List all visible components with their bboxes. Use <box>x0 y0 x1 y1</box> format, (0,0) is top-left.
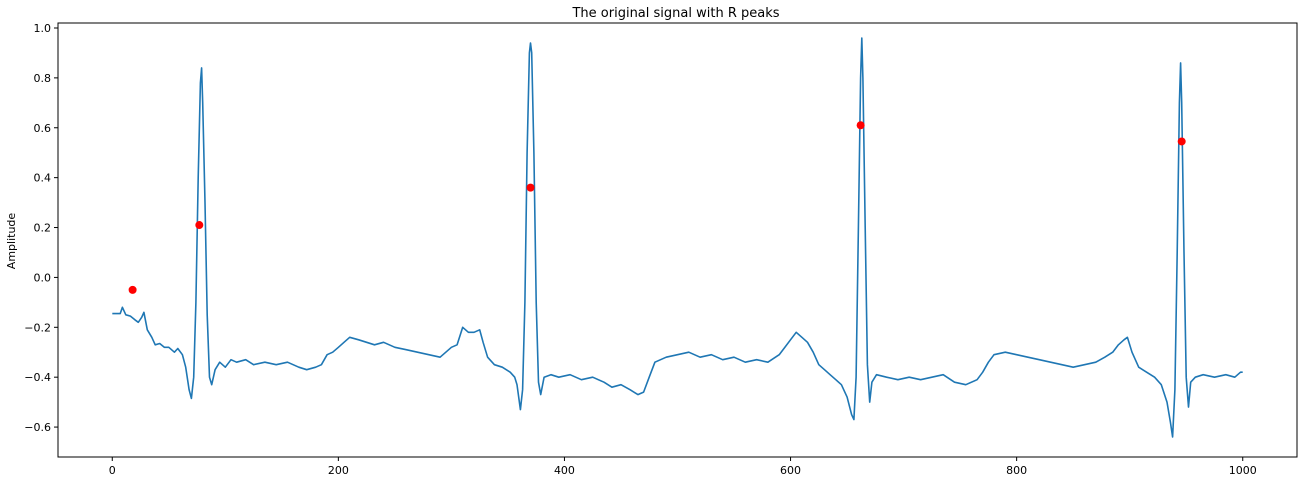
x-tick-label: 0 <box>109 464 116 477</box>
r-peak-marker <box>526 183 535 192</box>
r-peak-marker <box>195 221 204 230</box>
y-tick-label: 0.0 <box>34 271 52 284</box>
y-axis-label: Amplitude <box>5 213 18 270</box>
x-tick-label: 1000 <box>1229 464 1257 477</box>
y-tick-label: −0.2 <box>24 321 51 334</box>
x-tick-label: 400 <box>554 464 575 477</box>
y-tick-label: 0.6 <box>34 122 52 135</box>
plot-area <box>112 37 1243 438</box>
y-tick-label: 0.2 <box>34 222 52 235</box>
x-axis: 0 200 400 600 800 1000 <box>109 457 1257 477</box>
chart-title: The original signal with R peaks <box>571 6 779 21</box>
r-peak-marker <box>128 285 137 294</box>
y-tick-label: −0.6 <box>24 421 51 434</box>
x-tick-label: 600 <box>780 464 801 477</box>
y-tick-label: 1.0 <box>34 22 52 35</box>
y-tick-label: −0.4 <box>24 371 51 384</box>
y-tick-label: 0.8 <box>34 72 52 85</box>
r-peak-marker <box>1177 137 1186 146</box>
y-axis: −0.6 −0.4 −0.2 0.0 0.2 0.4 0.6 0.8 1.0 <box>24 22 58 434</box>
x-tick-label: 800 <box>1006 464 1027 477</box>
signal-line <box>112 37 1243 438</box>
plot-frame <box>57 22 1298 458</box>
r-peak-marker <box>856 121 865 130</box>
y-tick-label: 0.4 <box>34 172 52 185</box>
x-tick-label: 200 <box>328 464 349 477</box>
